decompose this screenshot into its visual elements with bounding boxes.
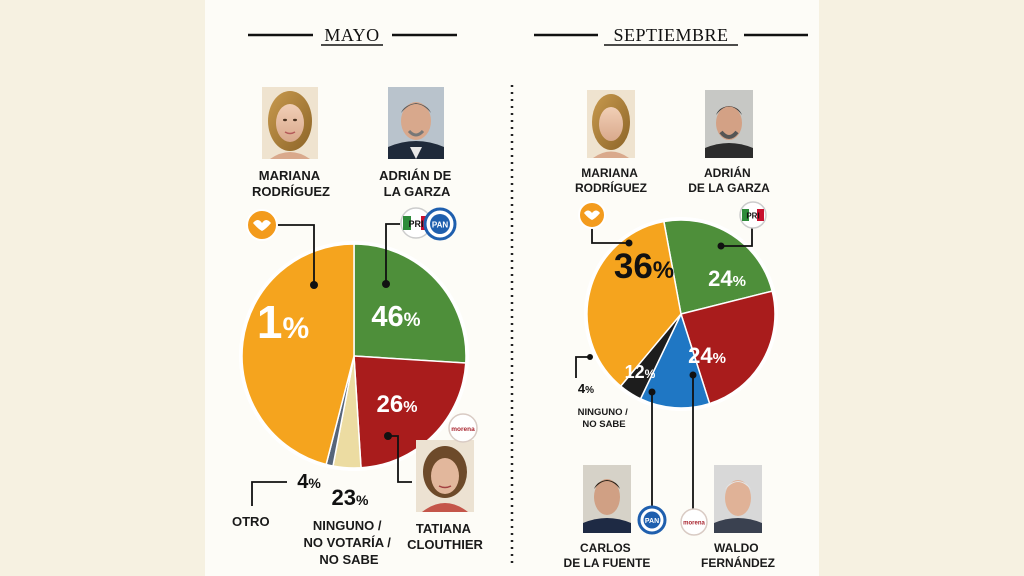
value-label-waldo-fernandez-septiembre: 24% — [688, 343, 726, 368]
photo-adrian-mayo — [388, 87, 444, 159]
name-tatiana-mayo: TATIANA CLOUTHIER — [407, 521, 483, 552]
right-margin — [819, 0, 1024, 576]
svg-text:PAN: PAN — [432, 221, 449, 230]
name-carlos-septiembre: CARLOS DE LA FUENTE — [564, 541, 651, 570]
photo-adrian-septiembre — [705, 90, 753, 158]
photo-mariana-mayo — [262, 87, 318, 159]
leader-otro-mayo — [251, 481, 287, 506]
slice-mariana-rodriguez-septiembre — [586, 220, 682, 388]
title-septiembre: SEPTIEMBRE — [613, 25, 728, 45]
value-label-mariana-rodriguez-mayo: 46% — [371, 301, 420, 333]
header-mayo: MAYO — [248, 25, 457, 46]
leader-tatiana-mayo — [388, 435, 412, 483]
morena-icon: morena — [448, 413, 478, 443]
svg-text:PRI: PRI — [746, 212, 759, 221]
pie-chart-mayo: 46% 26% 23% 4% 1% — [239, 241, 469, 510]
value-label-adrian-de-la-garza-mayo: 26% — [377, 391, 418, 418]
morena-icon: morena — [680, 508, 708, 536]
value-label-carlos-de-la-fuente-septiembre: 12% — [625, 362, 656, 382]
pan-icon: PAN — [423, 207, 457, 241]
slice-mariana-rodriguez-mayo — [241, 243, 355, 466]
value-label-ninguno-no-votaria-no-sabe-mayo: 4% — [297, 471, 321, 493]
photo-mariana-septiembre — [587, 90, 635, 158]
label-ninguno-septiembre: NINGUNO / NO SABE — [578, 407, 631, 430]
leader-lines — [251, 223, 753, 512]
value-label-otro-mayo: 1% — [257, 296, 309, 348]
photo-tatiana-mayo — [416, 440, 474, 512]
name-mariana-mayo: MARIANA RODRÍGUEZ — [252, 168, 330, 199]
name-adrian-mayo: ADRIÁN DE LA GARZA — [379, 168, 455, 199]
pri-icon: PRI — [739, 201, 767, 229]
name-waldo-septiembre: WALDO FERNÁNDEZ — [701, 541, 775, 570]
value-label-adrian-de-la-garza-septiembre: 24% — [708, 266, 746, 291]
movimiento-ciudadano-icon — [578, 201, 606, 229]
label-ninguno-mayo: NINGUNO / NO VOTARÍA / NO SABE — [303, 518, 394, 567]
leader-mariana-mayo — [276, 224, 315, 285]
svg-text:PRI: PRI — [408, 219, 423, 229]
header-septiembre: SEPTIEMBRE — [534, 25, 808, 46]
svg-text:morena: morena — [683, 521, 705, 527]
leader-adrian-septiembre — [721, 225, 753, 247]
photo-carlos-septiembre — [583, 465, 631, 533]
pan-icon: PAN — [637, 505, 667, 535]
leader-dots — [310, 239, 725, 440]
svg-text:morena: morena — [451, 426, 475, 433]
title-mayo: MAYO — [324, 25, 379, 45]
leader-ninguno-septiembre — [575, 356, 590, 378]
slice-waldo-fernandez-septiembre — [680, 290, 776, 405]
slice-adrian-de-la-garza-septiembre — [662, 219, 774, 315]
leader-adrian-mayo — [385, 223, 400, 284]
svg-text:PAN: PAN — [645, 518, 659, 525]
movimiento-ciudadano-icon — [246, 209, 278, 241]
value-label-mariana-rodriguez-septiembre: 36% — [614, 247, 674, 286]
leader-mariana-septiembre — [591, 228, 629, 244]
value-label-tatiana-clouthier-mayo: 23% — [332, 485, 369, 510]
value-label-ninguno-no-sabe-septiembre: 4% — [578, 381, 594, 396]
slice-adrian-de-la-garza-mayo — [353, 243, 467, 364]
label-otro-mayo: OTRO — [232, 514, 270, 529]
name-adrian-septiembre: ADRIÁN DE LA GARZA — [688, 165, 770, 195]
pie-chart-septiembre: 36% 24% 24% 12% 4% — [578, 217, 778, 411]
photo-waldo-septiembre — [714, 465, 762, 533]
slice-tatiana-clouthier-mayo — [353, 355, 467, 469]
name-mariana-septiembre: MARIANA RODRÍGUEZ — [575, 166, 647, 195]
left-margin — [0, 0, 205, 576]
